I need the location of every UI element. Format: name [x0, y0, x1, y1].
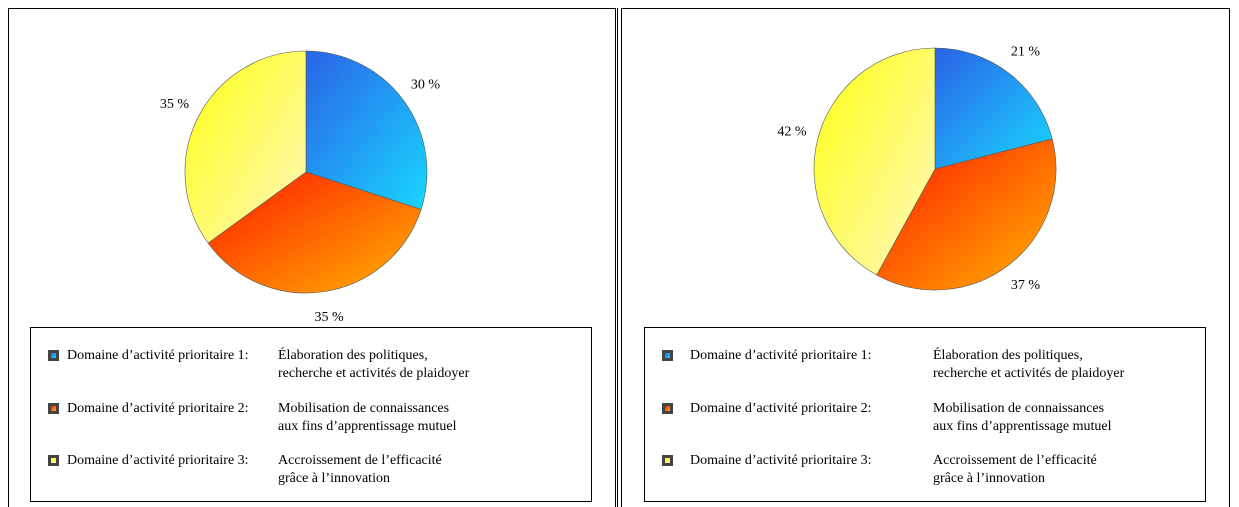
legend-description: Élaboration des politiques,	[278, 346, 428, 363]
pie-slice	[207, 171, 422, 294]
legend-description: Mobilisation de connaissances	[278, 401, 449, 416]
pie-slice	[876, 138, 1057, 291]
panel-border	[621, 8, 1230, 507]
pie-slice	[813, 47, 936, 276]
value-label: 35 %	[160, 97, 190, 112]
legend-description: recherche et activités de plaidoyer	[278, 366, 470, 381]
value-label: 35 %	[315, 310, 345, 325]
value-label: 42 %	[777, 125, 807, 140]
value-label: 21 %	[1011, 45, 1041, 60]
pie-slice	[184, 50, 307, 244]
legend-swatch	[51, 353, 56, 358]
value-label: 37 %	[1011, 278, 1041, 293]
legend-description: aux fins d’apprentissage mutuel	[933, 419, 1112, 434]
legend-swatch	[665, 353, 670, 358]
panel-border	[8, 8, 616, 507]
legend-description: Élaboration des politiques,	[933, 346, 1083, 363]
legend-label: Domaine d’activité prioritaire 2:	[690, 401, 872, 416]
legend-description: grâce à l’innovation	[933, 471, 1045, 486]
legend-label: Domaine d’activité prioritaire 3:	[67, 453, 249, 468]
legend-label: Domaine d’activité prioritaire 2:	[67, 401, 249, 416]
legend-swatch	[51, 406, 56, 411]
pie-slice	[934, 47, 1053, 170]
legend-description: recherche et activités de plaidoyer	[933, 366, 1125, 381]
legend-description: grâce à l’innovation	[278, 471, 390, 486]
legend-swatch	[665, 458, 670, 463]
legend-description: aux fins d’apprentissage mutuel	[278, 419, 457, 434]
legend-label: Domaine d’activité prioritaire 1:	[690, 348, 872, 363]
legend-label: Domaine d’activité prioritaire 1:	[67, 348, 249, 363]
legend-box	[30, 327, 592, 502]
legend-swatch	[51, 458, 56, 463]
legend-swatch	[665, 406, 670, 411]
legend-label: Domaine d’activité prioritaire 3:	[690, 453, 872, 468]
legend-description: Accroissement de l’efficacité	[278, 453, 442, 468]
legend-description: Accroissement de l’efficacité	[933, 453, 1097, 468]
legend-box	[644, 327, 1206, 502]
value-label: 30 %	[411, 77, 441, 92]
legend-description: Mobilisation de connaissances	[933, 401, 1104, 416]
pie-slice	[305, 50, 428, 210]
